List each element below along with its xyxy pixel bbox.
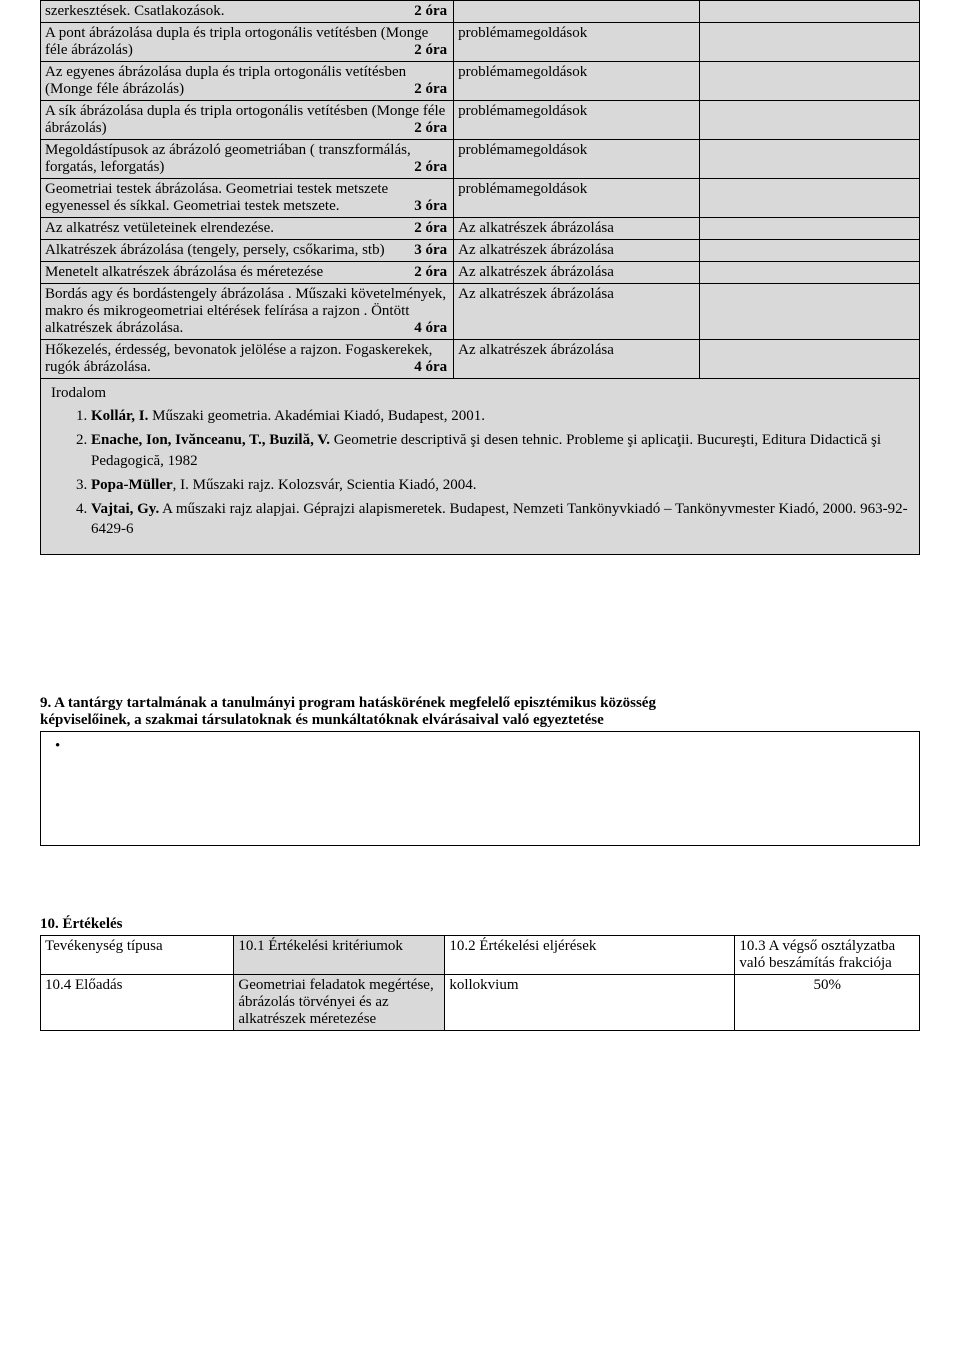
hours-label: 3 óra <box>414 198 447 215</box>
literature-list: Kollár, I. Műszaki geometria. Akadémiai … <box>51 406 909 544</box>
topic-cell: Geometriai testek ábrázolása. Geometriai… <box>41 179 454 218</box>
topic-cell: Az alkatrész vetületeinek elrendezése. 2 … <box>41 218 454 240</box>
note-cell <box>700 240 920 262</box>
author-bold: Vajtai, Gy. <box>91 501 159 517</box>
list-item: Kollár, I. Műszaki geometria. Akadémiai … <box>91 406 909 430</box>
note-cell <box>700 340 920 379</box>
note-cell <box>700 23 920 62</box>
literature-row: Irodalom Kollár, I. Műszaki geometria. Ak… <box>41 379 920 555</box>
author-bold: Kollár, I. <box>91 408 148 424</box>
table-cell: kollokvium <box>445 974 735 1030</box>
method-cell: problémamegoldások <box>454 101 700 140</box>
topic-text: Menetelt alkatrészek ábrázolása és méret… <box>45 264 323 280</box>
hours-label: 3 óra <box>414 242 447 259</box>
author-bold: Enache, Ion, Ivănceanu, T., Buzilă, V. <box>91 432 330 448</box>
topic-text: Alkatrészek ábrázolása (tengely, persely… <box>45 242 385 258</box>
method-cell: problémamegoldások <box>454 23 700 62</box>
table-cell: 10.4 Előadás <box>41 974 234 1030</box>
table-row: Hőkezelés, érdesség, bevonatok jelölése … <box>41 340 920 379</box>
topic-text: szerkesztések. Csatlakozások. <box>45 3 225 19</box>
literature-cell: Irodalom Kollár, I. Műszaki geometria. Ak… <box>41 379 920 555</box>
method-cell: problémamegoldások <box>454 62 700 101</box>
method-cell: problémamegoldások <box>454 140 700 179</box>
topic-cell: szerkesztések. Csatlakozások. 2 óra <box>41 1 454 23</box>
hours-label: 2 óra <box>414 264 447 281</box>
hours-label: 2 óra <box>414 81 447 98</box>
table-row: Az egyenes ábrázolása dupla és tripla or… <box>41 62 920 101</box>
topic-cell: Megoldástípusok az ábrázoló geometriában… <box>41 140 454 179</box>
section-10: 10. Értékelés Tevékenység típusa 10.1 Ér… <box>40 916 920 1031</box>
topic-cell: A pont ábrázolása dupla és tripla ortogo… <box>41 23 454 62</box>
table-row: Menetelt alkatrészek ábrázolása és méret… <box>41 262 920 284</box>
note-cell <box>700 218 920 240</box>
topic-cell: Bordás agy és bordástengely ábrázolása .… <box>41 284 454 340</box>
topic-text: Hőkezelés, érdesség, bevonatok jelölése … <box>45 342 432 375</box>
note-cell <box>700 262 920 284</box>
hours-label: 2 óra <box>414 3 447 20</box>
topic-cell: Menetelt alkatrészek ábrázolása és méret… <box>41 262 454 284</box>
evaluation-table: Tevékenység típusa 10.1 Értékelési krité… <box>40 935 920 1031</box>
table-header: 10.2 Értékelési eljérések <box>445 935 735 974</box>
section-9: 9. A tantárgy tartalmának a tanulmányi p… <box>40 695 920 846</box>
topic-text: Az alkatrész vetületeinek elrendezése. <box>45 220 274 236</box>
list-item: Enache, Ion, Ivănceanu, T., Buzilă, V. G… <box>91 430 909 475</box>
table-row: Geometriai testek ábrázolása. Geometriai… <box>41 179 920 218</box>
method-cell: Az alkatrészek ábrázolása <box>454 262 700 284</box>
topic-text: Geometriai testek ábrázolása. Geometriai… <box>45 181 388 214</box>
hours-label: 2 óra <box>414 42 447 59</box>
table-header: 10.3 A végső osztályzatba való beszámítá… <box>735 935 920 974</box>
topic-cell: Hőkezelés, érdesség, bevonatok jelölése … <box>41 340 454 379</box>
list-item: Popa-Müller, I. Műszaki rajz. Kolozsvár,… <box>91 475 909 499</box>
section-9-title-line2: képviselőinek, a szakmai társulatoknak é… <box>40 712 604 728</box>
note-cell <box>700 140 920 179</box>
literature-label: Irodalom <box>51 385 909 402</box>
section-9-title-line1: 9. A tantárgy tartalmának a tanulmányi p… <box>40 695 656 711</box>
note-cell <box>700 62 920 101</box>
method-cell: Az alkatrészek ábrázolása <box>454 240 700 262</box>
hours-label: 2 óra <box>414 120 447 137</box>
method-cell <box>454 1 700 23</box>
content-table: szerkesztések. Csatlakozások.2 óraA pont… <box>40 0 920 555</box>
table-header: 10.1 Értékelési kritériumok <box>234 935 445 974</box>
hours-label: 2 óra <box>414 220 447 237</box>
table-row: szerkesztések. Csatlakozások. 2 óra <box>41 1 920 23</box>
method-cell: Az alkatrészek ábrázolása <box>454 218 700 240</box>
section-10-title: 10. Értékelés <box>40 916 920 933</box>
table-row: A sík ábrázolása dupla és tripla ortogon… <box>41 101 920 140</box>
topic-text: Megoldástípusok az ábrázoló geometriában… <box>45 142 411 175</box>
table-row: A pont ábrázolása dupla és tripla ortogo… <box>41 23 920 62</box>
table-cell: Geometriai feladatok megértése, ábrázolá… <box>234 974 445 1030</box>
topic-text: Bordás agy és bordástengely ábrázolása .… <box>45 286 446 336</box>
note-cell <box>700 179 920 218</box>
method-cell: problémamegoldások <box>454 179 700 218</box>
note-cell <box>700 284 920 340</box>
list-item: Vajtai, Gy. A műszaki rajz alapjai. Gépr… <box>91 499 909 544</box>
lit-rest: Műszaki geometria. Akadémiai Kiadó, Buda… <box>148 408 485 424</box>
lit-rest: A műszaki rajz alapjai. Géprajzi alapism… <box>91 501 908 537</box>
topic-cell: Az egyenes ábrázolása dupla és tripla or… <box>41 62 454 101</box>
section-9-bullet: • <box>55 738 60 754</box>
hours-label: 2 óra <box>414 159 447 176</box>
table-row: Bordás agy és bordástengely ábrázolása .… <box>41 284 920 340</box>
hours-label: 4 óra <box>414 359 447 376</box>
section-9-box: • <box>40 731 920 846</box>
topic-text: A sík ábrázolása dupla és tripla ortogon… <box>45 103 445 136</box>
topic-text: Az egyenes ábrázolása dupla és tripla or… <box>45 64 406 97</box>
table-row: Alkatrészek ábrázolása (tengely, persely… <box>41 240 920 262</box>
table-header: Tevékenység típusa <box>41 935 234 974</box>
author-bold: Popa-Müller <box>91 477 173 493</box>
table-cell: 50% <box>735 974 920 1030</box>
method-cell: Az alkatrészek ábrázolása <box>454 340 700 379</box>
method-cell: Az alkatrészek ábrázolása <box>454 284 700 340</box>
note-cell <box>700 101 920 140</box>
topic-cell: Alkatrészek ábrázolása (tengely, persely… <box>41 240 454 262</box>
table-row: Az alkatrész vetületeinek elrendezése. 2 … <box>41 218 920 240</box>
note-cell <box>700 1 920 23</box>
section-9-title: 9. A tantárgy tartalmának a tanulmányi p… <box>40 695 920 729</box>
topic-text: A pont ábrázolása dupla és tripla ortogo… <box>45 25 428 58</box>
hours-label: 4 óra <box>414 320 447 337</box>
lit-rest: , I. Műszaki rajz. Kolozsvár, Scientia K… <box>173 477 477 493</box>
topic-cell: A sík ábrázolása dupla és tripla ortogon… <box>41 101 454 140</box>
table-row: Megoldástípusok az ábrázoló geometriában… <box>41 140 920 179</box>
